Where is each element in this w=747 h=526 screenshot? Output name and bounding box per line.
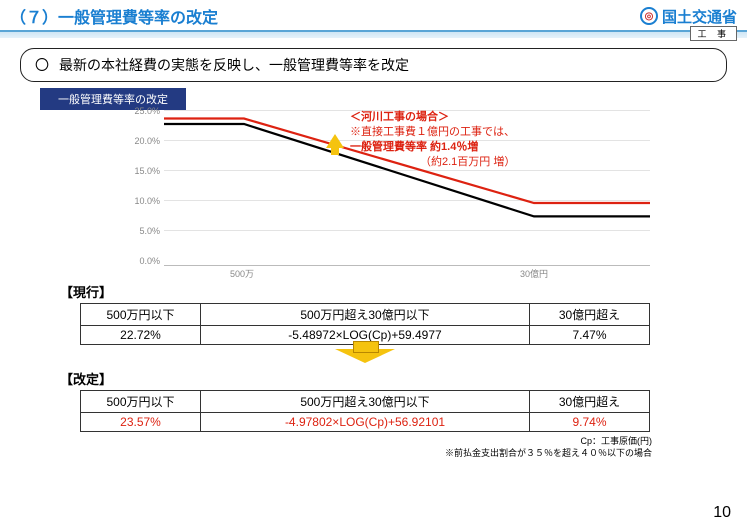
col-header: 30億円超え	[530, 304, 650, 326]
footnote2: ※前払金支出割合が３５％を超え４０％以下の場合	[445, 448, 652, 458]
x-axis	[164, 265, 650, 266]
cell: 7.47%	[530, 326, 650, 345]
y-tick: 5.0%	[130, 226, 160, 236]
cell: 22.72%	[81, 326, 201, 345]
ministry-name: 国土交通省	[662, 6, 737, 27]
description-box: 〇 最新の本社経費の実態を反映し、一般管理費等率を改定	[20, 48, 727, 82]
page-title: （７）一般管理費等率の改定	[10, 4, 640, 28]
col-header: 500万円以下	[81, 304, 201, 326]
header: （７）一般管理費等率の改定 ◎ 国土交通省	[0, 0, 747, 32]
cell: 9.74%	[530, 413, 650, 432]
revised-table: 500万円以下 500万円超え30億円以下 30億円超え 23.57% -4.9…	[80, 390, 650, 432]
y-tick: 20.0%	[130, 136, 160, 146]
annot-line4: （約2.1百万円 増）	[350, 156, 515, 168]
y-tick: 25.0%	[130, 106, 160, 116]
arrow-up-icon	[326, 134, 344, 148]
category-tag: 工 事	[690, 26, 737, 41]
y-tick: 10.0%	[130, 196, 160, 206]
section-pill: 一般管理費等率の改定	[40, 88, 186, 110]
current-table: 500万円以下 500万円超え30億円以下 30億円超え 22.72% -5.4…	[80, 303, 650, 345]
annot-line1: ＜河川工事の場合＞	[350, 111, 449, 123]
col-header: 500万円超え30億円以下	[201, 304, 530, 326]
chart-annotation: ＜河川工事の場合＞ ※直接工事費１億円の工事では、 一般管理費等率 約1.4％増…	[350, 110, 515, 169]
y-tick: 0.0%	[130, 256, 160, 266]
ministry-logo: ◎ 国土交通省	[640, 6, 737, 27]
revised-label: 【改定】	[60, 369, 747, 388]
col-header: 500万円超え30億円以下	[201, 391, 530, 413]
col-header: 500万円以下	[81, 391, 201, 413]
footnote: Cp：工事原価(円) ※前払金支出割合が３５％を超え４０％以下の場合	[0, 436, 652, 459]
cell: -4.97802×LOG(Cp)+56.92101	[201, 413, 530, 432]
footnote1: Cp：工事原価(円)	[581, 436, 653, 446]
x-label: 30億円	[520, 267, 548, 280]
arrow-down-icon	[335, 349, 395, 363]
y-tick: 15.0%	[130, 166, 160, 176]
rate-chart: 25.0% 20.0% 15.0% 10.0% 5.0% 0.0% 500万 3…	[130, 110, 650, 280]
down-arrow	[80, 349, 650, 367]
cell: 23.57%	[81, 413, 201, 432]
x-label: 500万	[230, 267, 254, 280]
logo-icon: ◎	[640, 7, 658, 25]
col-header: 30億円超え	[530, 391, 650, 413]
description-text: 最新の本社経費の実態を反映し、一般管理費等率を改定	[59, 55, 409, 75]
annot-line3: 一般管理費等率 約1.4％増	[350, 141, 478, 153]
current-label: 【現行】	[60, 282, 747, 301]
annot-line2: ※直接工事費１億円の工事では、	[350, 126, 515, 138]
header-band	[0, 32, 747, 38]
page-number: 10	[713, 504, 731, 522]
bullet-icon: 〇	[35, 55, 49, 75]
